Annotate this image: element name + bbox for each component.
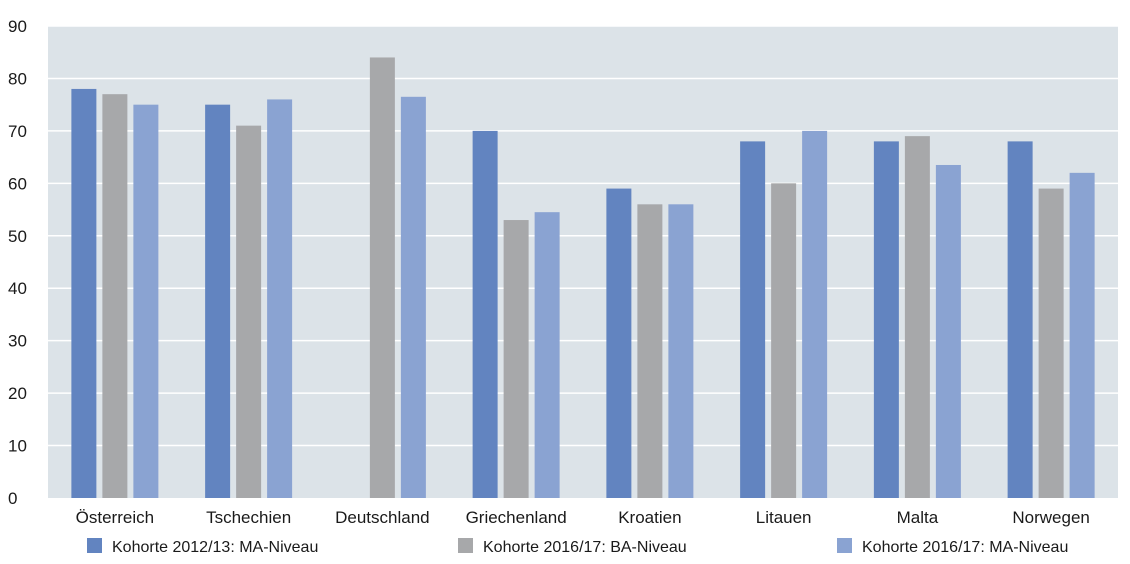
bar-deutschland-series-3 [400,96,426,499]
bar-oesterreich-series-1 [71,88,97,498]
bar-litauen-series-2 [771,183,797,499]
y-tick-label: 40 [8,279,27,298]
legend-label-2: Kohorte 2016/17: BA-Niveau [483,539,687,556]
bar-kroatien-series-1 [606,188,632,499]
bar-griechenland-series-3 [534,212,560,498]
x-tick-label-griechenland: Griechenland [466,508,567,527]
bar-oesterreich-series-3 [133,104,159,499]
y-tick-label: 60 [8,174,27,193]
bar-deutschland-series-2 [369,57,395,498]
x-tick-label-malta: Malta [897,508,939,527]
legend: Kohorte 2012/13: MA-Niveau Kohorte 2016/1… [87,538,1068,556]
y-tick-label: 30 [8,332,27,351]
bar-malta-series-3 [935,164,961,498]
y-tick-label: 50 [8,227,27,246]
bar-oesterreich-series-2 [102,94,128,498]
x-tick-label-oesterreich: Österreich [76,508,154,527]
bar-malta-series-1 [873,141,899,498]
bar-norwegen-series-3 [1069,172,1095,498]
bar-kroatien-series-2 [637,204,663,499]
y-tick-label: 70 [8,122,27,141]
legend-swatch-2 [458,538,473,553]
bar-norwegen-series-1 [1007,141,1033,498]
bar-kroatien-series-3 [668,204,694,499]
x-tick-label-kroatien: Kroatien [618,508,681,527]
bar-norwegen-series-2 [1038,188,1064,499]
bars [71,57,1095,499]
legend-label-1: Kohorte 2012/13: MA-Niveau [112,539,318,556]
x-tick-label-deutschland: Deutschland [335,508,430,527]
legend-label-3: Kohorte 2016/17: MA-Niveau [862,539,1068,556]
legend-swatch-3 [837,538,852,553]
bar-tschechien-series-2 [236,125,262,499]
x-tick-label-litauen: Litauen [756,508,812,527]
bar-tschechien-series-3 [267,99,293,498]
x-tick-label-tschechien: Tschechien [206,508,291,527]
bar-litauen-series-3 [802,130,828,498]
bar-griechenland-series-2 [503,220,529,499]
bar-tschechien-series-1 [205,104,231,499]
legend-swatch-1 [87,538,102,553]
x-axis-labels: Österreich Tschechien Deutschland Griechenl… [76,508,1090,527]
bar-griechenland-series-1 [472,130,498,498]
y-tick-label: 10 [8,437,27,456]
bar-malta-series-2 [904,136,930,498]
y-tick-label: 20 [8,384,27,403]
y-tick-label: 0 [8,489,17,508]
y-tick-label: 90 [8,17,27,36]
bar-litauen-series-1 [740,141,766,498]
x-tick-label-norwegen: Norwegen [1012,508,1090,527]
y-tick-label: 80 [8,69,27,88]
y-axis-ticks: 0 10 20 30 40 50 60 70 80 90 [8,17,27,508]
